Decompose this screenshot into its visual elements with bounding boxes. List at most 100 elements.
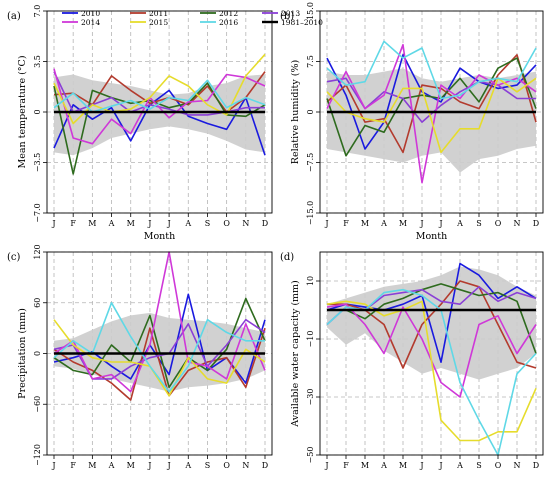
y-tick-label: 120 bbox=[33, 244, 42, 259]
series-line-2015 bbox=[326, 77, 537, 154]
legend-item: 2010 bbox=[62, 9, 100, 18]
x-tick-label: D bbox=[262, 219, 268, 228]
chart-panel-4: −50−30−1010JFMAMJJASONDMonthAvailable wa… bbox=[280, 251, 544, 477]
legend-item: 2012 bbox=[200, 9, 238, 18]
x-tick-label: O bbox=[223, 461, 230, 470]
y-axis-title: Available water capacity (mm) bbox=[290, 280, 301, 428]
y-tick-label: −30 bbox=[306, 389, 315, 406]
legend-item: 2014 bbox=[62, 18, 100, 27]
y-tick-label: 15.0 bbox=[306, 2, 315, 20]
x-tick-label: D bbox=[262, 461, 268, 470]
legend-label: 2016 bbox=[219, 18, 238, 27]
chart-panel-1: −7.0 −3.5 0 3.5 7.0 J F M A M J J A S O N D Month Mean tem… bbox=[7, 5, 273, 242]
y-tick-label: 0 bbox=[33, 351, 42, 356]
x-tick-label: A bbox=[456, 461, 463, 470]
y-tick-label: −10 bbox=[306, 331, 315, 348]
x-tick-label: A bbox=[380, 219, 387, 228]
series-line-2012 bbox=[326, 57, 537, 157]
x-tick-label: M bbox=[88, 461, 96, 470]
series-line-2014 bbox=[326, 43, 537, 184]
x-tick-label: N bbox=[242, 219, 249, 228]
y-tick-label: −60 bbox=[33, 396, 42, 413]
x-axis-title: Month bbox=[144, 231, 176, 242]
x-tick-label: J bbox=[147, 219, 151, 228]
y-tick-label: 7.0 bbox=[33, 5, 42, 18]
x-tick-label: J bbox=[324, 461, 328, 470]
x-tick-label: A bbox=[108, 461, 115, 470]
chart-panel-2: −15.0 −7.5 0 7.5 15.0 J F M A M J J A S O N D Month Relati… bbox=[280, 2, 544, 242]
panel-label: (c) bbox=[7, 252, 21, 263]
legend-label: 2012 bbox=[219, 9, 238, 18]
series-line-2011 bbox=[53, 327, 266, 401]
x-tick-label: F bbox=[343, 219, 349, 228]
series-line-2015 bbox=[326, 300, 537, 442]
x-tick-label: N bbox=[242, 461, 249, 470]
y-axis-title: Precipitation (mm) bbox=[17, 308, 28, 399]
series-line-2015 bbox=[53, 319, 266, 397]
series-line-2010 bbox=[326, 262, 537, 364]
x-tick-label: J bbox=[166, 461, 170, 470]
x-tick-label: M bbox=[399, 461, 407, 470]
x-tick-label: N bbox=[514, 219, 521, 228]
legend-label: 1981–2010 bbox=[281, 18, 323, 27]
legend-label: 2015 bbox=[149, 18, 168, 27]
chart-panel-3: −120−60060120JFMAMJJASONDMonthPrecipitat… bbox=[7, 244, 273, 477]
x-tick-label: M bbox=[361, 219, 369, 228]
plot-frame bbox=[319, 251, 544, 456]
series-line-2010 bbox=[53, 89, 266, 156]
x-axis-title: Month bbox=[416, 231, 448, 242]
x-tick-label: D bbox=[533, 219, 539, 228]
y-tick-label: −50 bbox=[306, 447, 315, 464]
x-tick-label: M bbox=[127, 461, 135, 470]
x-tick-label: N bbox=[514, 461, 521, 470]
x-tick-label: O bbox=[495, 219, 502, 228]
y-tick-label: −15.0 bbox=[306, 201, 315, 226]
x-tick-label: J bbox=[51, 461, 55, 470]
y-axis-title: Relative humidity (%) bbox=[290, 60, 301, 164]
legend-label: 2010 bbox=[81, 9, 100, 18]
x-tick-label: A bbox=[380, 461, 387, 470]
legend-item: 2013 bbox=[262, 9, 300, 18]
y-tick-label: 0 bbox=[33, 109, 42, 114]
legend-item: 1981–2010 bbox=[262, 18, 323, 27]
x-tick-label: F bbox=[70, 219, 76, 228]
series-line-2016 bbox=[326, 40, 537, 100]
x-tick-label: O bbox=[495, 461, 502, 470]
series-line-2016 bbox=[53, 79, 266, 113]
x-tick-label: J bbox=[324, 219, 328, 228]
x-tick-label: J bbox=[51, 219, 55, 228]
x-tick-label: J bbox=[419, 461, 423, 470]
x-tick-label: J bbox=[419, 219, 423, 228]
panel-label: (d) bbox=[280, 252, 294, 263]
x-tick-label: A bbox=[184, 219, 191, 228]
y-tick-label: 10 bbox=[306, 276, 315, 286]
legend-item: 2011 bbox=[130, 9, 168, 18]
x-tick-label: S bbox=[205, 461, 210, 470]
x-tick-label: J bbox=[147, 461, 151, 470]
x-tick-label: O bbox=[223, 219, 230, 228]
x-tick-label: M bbox=[399, 219, 407, 228]
x-tick-label: S bbox=[476, 461, 481, 470]
x-tick-label: M bbox=[361, 461, 369, 470]
x-tick-label: J bbox=[438, 219, 442, 228]
y-tick-label: 60 bbox=[33, 298, 42, 308]
y-tick-label: −7.5 bbox=[306, 153, 315, 172]
x-tick-label: A bbox=[184, 461, 191, 470]
x-tick-label: M bbox=[127, 219, 135, 228]
legend-item: 2015 bbox=[130, 18, 168, 27]
y-tick-label: 3.5 bbox=[33, 55, 42, 68]
series-line-2012 bbox=[327, 283, 537, 354]
x-tick-label: A bbox=[108, 219, 115, 228]
x-tick-label: F bbox=[343, 461, 349, 470]
series-line-2014 bbox=[53, 68, 266, 145]
y-axis-title: Mean temperature (°C) bbox=[17, 55, 28, 168]
x-tick-label: S bbox=[205, 219, 210, 228]
legend-label: 2013 bbox=[281, 9, 300, 18]
x-tick-label: F bbox=[70, 461, 76, 470]
series-line-2011 bbox=[326, 53, 537, 154]
x-tick-label: M bbox=[88, 219, 96, 228]
legend-item: 2016 bbox=[200, 18, 238, 27]
y-tick-label: 0 bbox=[306, 109, 315, 114]
